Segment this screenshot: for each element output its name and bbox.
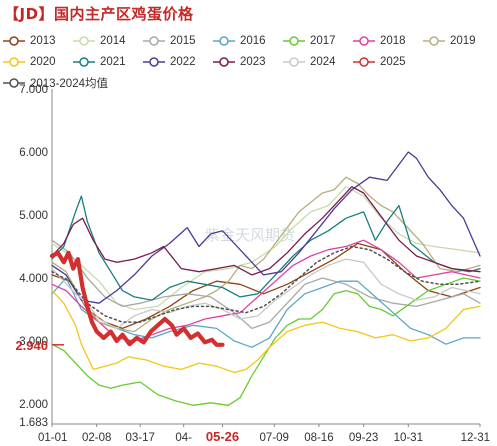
y-tick-label-min: 1.683 bbox=[19, 417, 48, 429]
legend-swatch-icon bbox=[3, 36, 25, 46]
x-tick-label: 04- bbox=[175, 432, 192, 444]
x-tick-label: 08-16 bbox=[304, 432, 333, 444]
x-tick-label: 02-08 bbox=[82, 432, 111, 444]
legend-swatch-icon bbox=[353, 57, 375, 67]
current-value-label: 2.940 bbox=[15, 338, 48, 353]
y-tick-label: 6.000 bbox=[19, 147, 48, 159]
legend-label: 2019 bbox=[450, 35, 476, 47]
x-tick-label: 01-01 bbox=[38, 432, 67, 444]
legend-item-2024[interactable]: 2024 bbox=[282, 54, 336, 70]
legend-item-2019[interactable]: 2019 bbox=[422, 33, 476, 49]
series-line-2025 bbox=[49, 250, 225, 347]
legend-swatch-icon bbox=[3, 78, 25, 88]
x-tick-label: 07-09 bbox=[260, 432, 289, 444]
legend-swatch-icon bbox=[423, 36, 445, 46]
legend-item-2015[interactable]: 2015 bbox=[142, 33, 196, 49]
legend-label: 2013-2024均值 bbox=[30, 78, 108, 90]
series-line-2022 bbox=[51, 151, 481, 304]
legend-label: 2015 bbox=[170, 35, 196, 47]
legend-swatch-icon bbox=[143, 57, 165, 67]
chart-title: 【JD】国内主产区鸡蛋价格 bbox=[4, 5, 194, 23]
legend-swatch-icon bbox=[73, 36, 95, 46]
legend-label: 2017 bbox=[310, 35, 336, 47]
legend-item-2022[interactable]: 2022 bbox=[142, 54, 196, 70]
legend-item-2020[interactable]: 2020 bbox=[2, 54, 56, 70]
y-tick-label: 4.000 bbox=[19, 273, 48, 285]
legend-label: 2022 bbox=[170, 56, 196, 68]
legend-label: 2020 bbox=[30, 56, 56, 68]
legend-label: 2014 bbox=[100, 35, 126, 47]
series-line-2023 bbox=[51, 186, 481, 276]
series-line-2014 bbox=[51, 186, 481, 311]
legend-label: 2018 bbox=[380, 35, 406, 47]
legend-label: 2013 bbox=[30, 35, 56, 47]
legend-item-2021[interactable]: 2021 bbox=[72, 54, 126, 70]
legend-swatch-icon bbox=[213, 36, 235, 46]
legend-label: 2016 bbox=[240, 35, 266, 47]
y-tick-label: 3.000 bbox=[19, 336, 48, 348]
x-tick-label: 03-17 bbox=[125, 432, 154, 444]
series-line-2019 bbox=[51, 176, 481, 333]
y-tick-label: 2.000 bbox=[19, 399, 48, 411]
legend-label: 2025 bbox=[380, 56, 406, 68]
y-tick-label-top: 7.000 bbox=[19, 84, 48, 96]
y-tick-label: 5.000 bbox=[19, 210, 48, 222]
legend-item-2016[interactable]: 2016 bbox=[212, 33, 266, 49]
watermark-text: 紫金天风期货 bbox=[205, 226, 295, 244]
legend-swatch-icon bbox=[3, 57, 25, 67]
series-line-2021 bbox=[51, 195, 481, 301]
legend-item-2014[interactable]: 2014 bbox=[72, 33, 126, 49]
legend-swatch-icon bbox=[73, 57, 95, 67]
legend: 2013 2014 2015 2016 2017 2018 2019 2020 2021 2022… bbox=[0, 30, 497, 92]
x-tick-label: 09-23 bbox=[349, 432, 378, 444]
series-line-2015 bbox=[51, 239, 481, 330]
legend-item-2013-2024均值[interactable]: 2013-2024均值 bbox=[2, 75, 108, 91]
series-line-2024 bbox=[51, 258, 481, 330]
legend-label: 2024 bbox=[310, 56, 336, 68]
legend-item-2025[interactable]: 2025 bbox=[352, 54, 406, 70]
legend-swatch-icon bbox=[143, 36, 165, 46]
legend-item-2023[interactable]: 2023 bbox=[212, 54, 266, 70]
legend-swatch-icon bbox=[283, 36, 305, 46]
legend-label: 2023 bbox=[240, 56, 266, 68]
legend-swatch-icon bbox=[213, 57, 235, 67]
x-tick-label: 12-31 bbox=[461, 432, 490, 444]
legend-swatch-icon bbox=[283, 57, 305, 67]
series-line-2020 bbox=[51, 289, 481, 374]
legend-item-2017[interactable]: 2017 bbox=[282, 33, 336, 49]
legend-swatch-icon bbox=[353, 36, 375, 46]
x-tick-label-current: 05-26 bbox=[206, 429, 239, 444]
legend-item-2018[interactable]: 2018 bbox=[352, 33, 406, 49]
series-line-2013-2024均值 bbox=[51, 245, 481, 323]
x-tick-label: 10-31 bbox=[394, 432, 423, 444]
legend-label: 2021 bbox=[100, 56, 126, 68]
legend-item-2013[interactable]: 2013 bbox=[2, 33, 56, 49]
